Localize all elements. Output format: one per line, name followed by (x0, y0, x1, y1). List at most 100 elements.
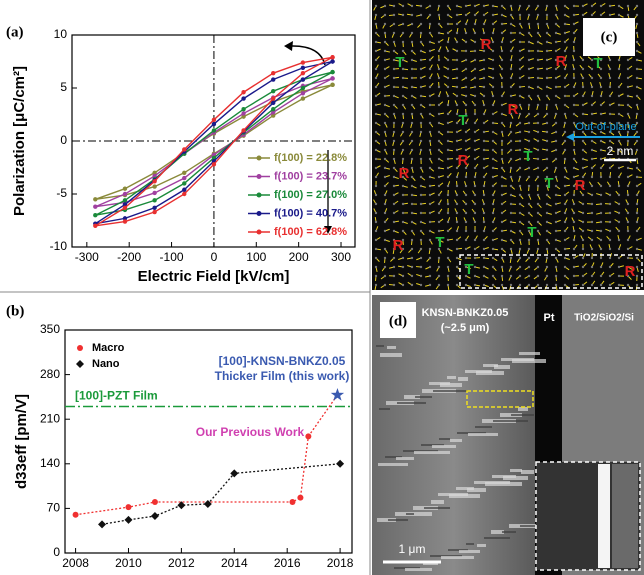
atom-column (608, 13, 612, 17)
atom-column (419, 40, 423, 44)
atom-column (482, 49, 486, 53)
atom-column (446, 85, 450, 89)
atom-column (590, 13, 594, 17)
atom-column (401, 22, 405, 26)
atom-column (617, 139, 621, 143)
atom-column (455, 211, 459, 215)
atom-column (563, 166, 567, 170)
atom-column (455, 67, 459, 71)
atom-column (437, 31, 441, 35)
atom-column (455, 49, 459, 53)
atom-column (563, 121, 567, 125)
atom-column (608, 184, 612, 188)
atom-column (581, 67, 585, 71)
atom-column (491, 103, 495, 107)
atom-column (599, 76, 603, 80)
legend-marker (256, 211, 262, 216)
atom-column (518, 67, 522, 71)
atom-column (518, 283, 522, 287)
atom-column (410, 13, 414, 17)
atom-column (455, 256, 459, 260)
atom-column (527, 211, 531, 215)
atom-column (446, 274, 450, 278)
atom-column (392, 103, 396, 107)
atom-column (617, 76, 621, 80)
atom-column (554, 211, 558, 215)
atom-column (410, 283, 414, 287)
annotation: Our Previous Work (196, 425, 305, 439)
atom-column (500, 265, 504, 269)
atom-column (545, 229, 549, 233)
atom-column (383, 202, 387, 206)
atom-column (473, 238, 477, 242)
atom-column (563, 220, 567, 224)
panel-label: (d) (389, 313, 407, 329)
atom-column (500, 166, 504, 170)
atom-column (383, 139, 387, 143)
atom-column (518, 184, 522, 188)
data-point (330, 55, 335, 60)
atom-column (545, 238, 549, 242)
atom-column (491, 265, 495, 269)
series-line (75, 436, 309, 516)
atom-column (599, 238, 603, 242)
atom-column (509, 76, 513, 80)
legend-marker (256, 174, 262, 179)
data-point (93, 213, 98, 218)
atom-column (455, 202, 459, 206)
atom-column (608, 4, 612, 8)
grain (415, 396, 432, 398)
y-axis-label: d33eff [pm/V] (13, 394, 30, 489)
atom-column (572, 40, 576, 44)
atom-column (464, 94, 468, 98)
atom-column (536, 229, 540, 233)
atom-column (464, 139, 468, 143)
atom-column (608, 202, 612, 206)
atom-column (572, 265, 576, 269)
atom-column (482, 256, 486, 260)
atom-column (392, 22, 396, 26)
x-tick-label: 2010 (115, 556, 142, 570)
atom-column (428, 211, 432, 215)
atom-column (392, 112, 396, 116)
atom-column (455, 94, 459, 98)
atom-column (428, 193, 432, 197)
atom-column (527, 58, 531, 62)
atom-column (401, 265, 405, 269)
atom-column (581, 130, 585, 134)
atom-column (599, 166, 603, 170)
plot-frame (64, 329, 353, 554)
data-point (271, 107, 276, 112)
atom-column (581, 184, 585, 188)
atom-column (464, 220, 468, 224)
atom-column (455, 121, 459, 125)
atom-column (473, 94, 477, 98)
atom-column (617, 238, 621, 242)
atom-column (401, 247, 405, 251)
atom-column (572, 274, 576, 278)
atom-column (536, 148, 540, 152)
atom-column (401, 175, 405, 179)
atom-column (527, 256, 531, 260)
data-point (211, 121, 217, 127)
atom-column (491, 274, 495, 278)
atom-column (410, 247, 414, 251)
atom-column (383, 76, 387, 80)
atom-column (536, 103, 540, 107)
atom-column (554, 265, 558, 269)
data-point (124, 515, 133, 524)
atom-column (392, 4, 396, 8)
x-tick-label: 2016 (274, 556, 301, 570)
atom-column (419, 274, 423, 278)
data-point (152, 205, 157, 210)
atom-column (590, 85, 594, 89)
atom-column (518, 40, 522, 44)
atom-column (527, 130, 531, 134)
atom-column (473, 175, 477, 179)
atom-column (509, 22, 513, 26)
atom-column (536, 265, 540, 269)
atom-column (590, 211, 594, 215)
atom-column (590, 166, 594, 170)
atom-column (554, 103, 558, 107)
atom-column (635, 139, 639, 143)
